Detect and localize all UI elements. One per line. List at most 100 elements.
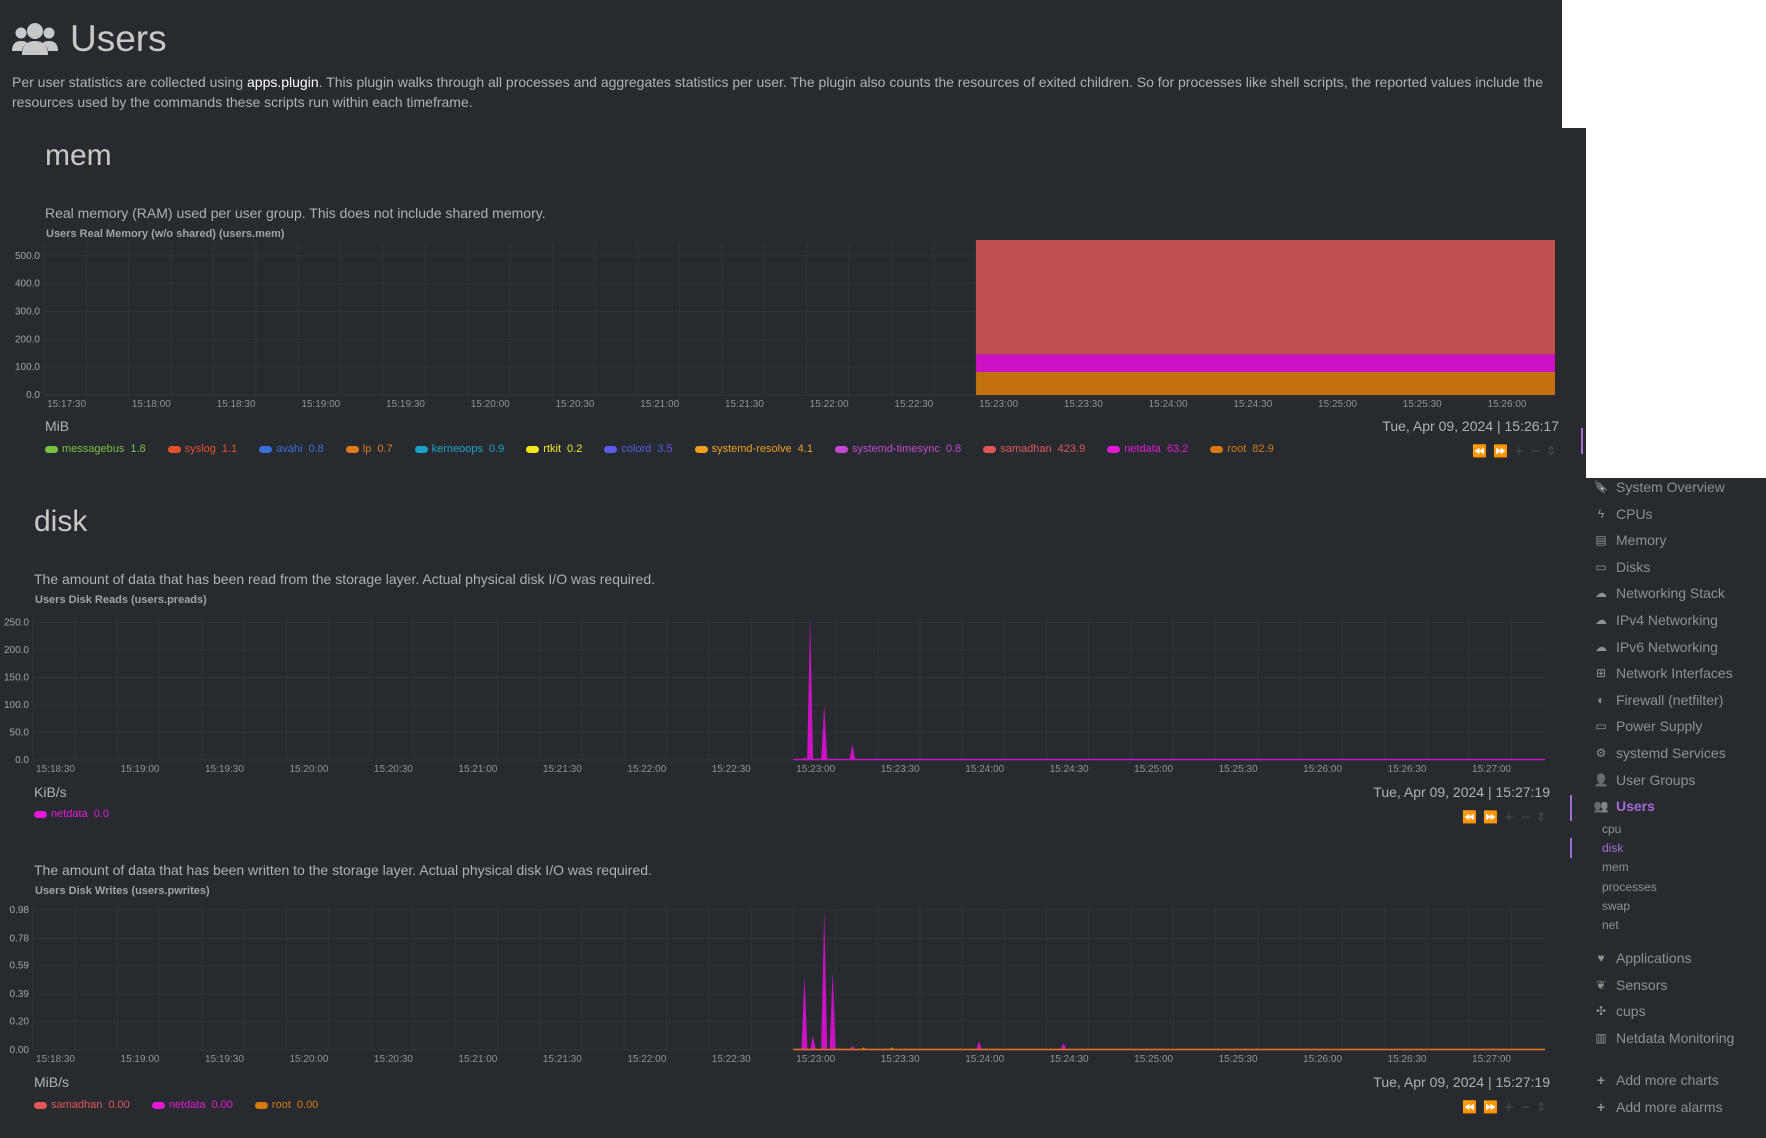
cogs-icon: ⚙ (1595, 746, 1607, 760)
zoom-in-button[interactable]: + (1503, 810, 1514, 824)
x-tick-label: 15:26:00 (1488, 399, 1527, 410)
sidebar-subitem-swap[interactable]: swap (1602, 898, 1631, 913)
sidebar-item-label: systemd Services (1616, 745, 1726, 761)
resize-button[interactable]: ⇕ (1536, 1100, 1547, 1114)
legend-name: systemd-resolve (711, 443, 792, 455)
x-tick-label: 15:24:30 (1050, 1054, 1089, 1065)
disk-writes-chart[interactable]: 0.98 0.78 0.59 0.39 0.20 0.00 15:18:30 15:19:00… (0, 895, 1562, 1070)
main-content (0, 0, 1562, 1138)
sidebar-item-cups[interactable]: ✣ cups (1594, 1003, 1646, 1019)
y-tick-label: 200.0 (4, 645, 29, 656)
pan-right-button[interactable]: ⏩ (1482, 1100, 1498, 1114)
pan-right-button[interactable]: ⏩ (1482, 810, 1498, 824)
legend-swatch (604, 445, 618, 453)
sidebar-item-system-overview[interactable]: 🔖 System Overview (1594, 479, 1725, 495)
legend-item-samadhan[interactable]: samadhan 423.9 (983, 443, 1085, 455)
cloud-icon: ☁ (1595, 586, 1607, 601)
mem-chart[interactable]: 500.0 400.0 300.0 200.0 100.0 0.0 15:17:30 15:1… (0, 240, 1562, 415)
leaf-icon: ❦ (1595, 977, 1607, 992)
sidebar-item-label: cups (1616, 1003, 1646, 1020)
legend-name: lp (362, 443, 372, 455)
legend-item-kerneoops[interactable]: kerneoops 0.9 (414, 443, 504, 455)
legend-swatch (694, 445, 708, 453)
legend-item-samadhan[interactable]: samadhan 0.00 (34, 1099, 130, 1111)
zoom-out-button[interactable]: − (1519, 810, 1531, 824)
legend-item-netdata[interactable]: netdata 63.2 (1107, 443, 1188, 455)
sidebar-item-networking-stack[interactable]: ☁ Networking Stack (1594, 585, 1725, 601)
disk-writes-chart-svg[interactable]: 0.98 0.78 0.59 0.39 0.20 0.00 15:18:30 15:19:00… (0, 895, 1562, 1070)
pan-left-button[interactable]: ⏪ (1472, 444, 1487, 458)
sidebar-item-ipv4-networking[interactable]: ☁ IPv4 Networking (1594, 612, 1718, 628)
legend-item-root[interactable]: root 82.9 (1210, 443, 1274, 455)
legend-swatch (45, 445, 58, 453)
y-tick-label: 150.0 (4, 673, 29, 684)
resize-button[interactable]: ⇕ (1536, 810, 1547, 824)
sidebar-item-memory[interactable]: ▤ Memory (1594, 532, 1666, 548)
legend-item-netdata[interactable]: netdata 0.0 (34, 808, 109, 820)
sidebar-item-user-groups[interactable]: 👤 User Groups (1594, 772, 1696, 788)
area-netdata (976, 354, 1555, 372)
intro-suffix: . This plugin walks through all processe… (12, 74, 1543, 110)
sidebar-item-netdata-monitoring[interactable]: ▥ Netdata Monitoring (1594, 1030, 1734, 1046)
x-tick-label: 15:25:30 (1219, 764, 1258, 775)
disk-reads-chart-svg[interactable]: 250.0 200.0 150.0 100.0 50.0 0.0 15:18:30 15:19… (0, 605, 1562, 780)
apps-plugin-link[interactable]: apps.plugin (247, 74, 319, 90)
x-tick-label: 15:25:00 (1318, 399, 1357, 410)
sidebar-item-firewall-netfilter[interactable]: ◐ Firewall (netfilter) (1594, 692, 1723, 708)
sidebar-item-applications[interactable]: ♥ Applications (1594, 950, 1691, 966)
legend-swatch (167, 445, 181, 453)
x-tick-label: 15:23:30 (1064, 399, 1103, 410)
x-tick-label: 15:21:30 (725, 399, 764, 410)
x-tick-label: 15:23:00 (979, 399, 1018, 410)
legend-item-netdata[interactable]: netdata 0.00 (151, 1099, 233, 1111)
sidebar-item-power-supply[interactable]: ▭ Power Supply (1594, 718, 1702, 734)
sidebar-item-cpus[interactable]: ϟ CPUs (1594, 506, 1653, 522)
resize-button[interactable]: ⇕ (1546, 444, 1557, 458)
add-more-alarms-button[interactable]: + Add more alarms (1594, 1099, 1723, 1115)
sidebar-item-network-interfaces[interactable]: ⊞ Network Interfaces (1594, 665, 1733, 681)
sidebar-subitem-cpu[interactable]: cpu (1602, 822, 1622, 836)
legend-item-systemd-resolve[interactable]: systemd-resolve 4.1 (694, 443, 813, 455)
legend-item-messagebus[interactable]: messagebus 1.8 (45, 443, 146, 455)
legend-item-rtkit[interactable]: rtkit 0.2 (526, 443, 582, 455)
sidebar-item-users[interactable]: 👥 Users (1594, 798, 1655, 814)
legend-item-systemd-timesync[interactable]: systemd-timesync 0.8 (834, 443, 962, 455)
disk-reads-chart[interactable]: 250.0 200.0 150.0 100.0 50.0 0.0 15:18:30 15:19… (0, 605, 1562, 780)
disk-writes-chart-controls[interactable]: ⏪ ⏩ + − ⇕ (1462, 1100, 1546, 1114)
x-tick-label: 15:23:00 (796, 764, 835, 775)
users-icon (12, 23, 58, 55)
sidebar-subitem-net[interactable]: net (1602, 918, 1619, 932)
sidebar-item-systemd-services[interactable]: ⚙ systemd Services (1594, 745, 1726, 761)
legend-item-syslog[interactable]: syslog 1.1 (167, 443, 237, 455)
legend-item-lp[interactable]: lp 0.7 (345, 443, 393, 455)
pan-left-button[interactable]: ⏪ (1462, 810, 1477, 824)
sidebar-subitem-processes[interactable]: processes (1602, 879, 1657, 894)
sidebar-subitem-mem[interactable]: mem (1602, 860, 1629, 875)
sidebar-item-ipv6-networking[interactable]: ☁ IPv6 Networking (1594, 639, 1718, 655)
mem-chart-svg[interactable]: 500.0 400.0 300.0 200.0 100.0 0.0 15:17:30 15:1… (0, 240, 1562, 415)
mem-resize-handle[interactable] (1581, 428, 1583, 454)
legend-name: root (271, 1099, 291, 1111)
sidebar (1562, 478, 1766, 1138)
x-tick-label: 15:24:00 (965, 1054, 1004, 1065)
legend-value: 0.8 (945, 443, 962, 455)
zoom-out-button[interactable]: − (1529, 444, 1541, 458)
legend-item-avahi[interactable]: avahi 0.8 (259, 443, 324, 455)
zoom-in-button[interactable]: + (1513, 444, 1524, 458)
sidebar-item-disks[interactable]: ▭ Disks (1594, 559, 1650, 575)
zoom-out-button[interactable]: − (1519, 1100, 1531, 1114)
disk-reads-chart-controls[interactable]: ⏪ ⏩ + − ⇕ (1462, 810, 1546, 824)
legend-item-colord[interactable]: colord 3.5 (604, 443, 673, 455)
pan-right-button[interactable]: ⏩ (1492, 444, 1508, 458)
mem-chart-controls[interactable]: ⏪ ⏩ + − ⇕ (1472, 444, 1556, 458)
legend-item-root[interactable]: root 0.00 (254, 1099, 318, 1111)
x-tick-label: 15:22:30 (712, 1054, 751, 1065)
sidebar-subitem-disk[interactable]: disk (1602, 841, 1624, 856)
add-more-charts-button[interactable]: + Add more charts (1594, 1072, 1719, 1088)
sitemap-icon: ⊞ (1595, 666, 1607, 681)
zoom-in-button[interactable]: + (1503, 1100, 1514, 1114)
pan-left-button[interactable]: ⏪ (1462, 1100, 1477, 1114)
sidebar-item-sensors[interactable]: ❦ Sensors (1594, 977, 1667, 993)
x-tick-label: 15:25:30 (1219, 1054, 1258, 1065)
y-tick-label: 0.98 (10, 905, 30, 916)
